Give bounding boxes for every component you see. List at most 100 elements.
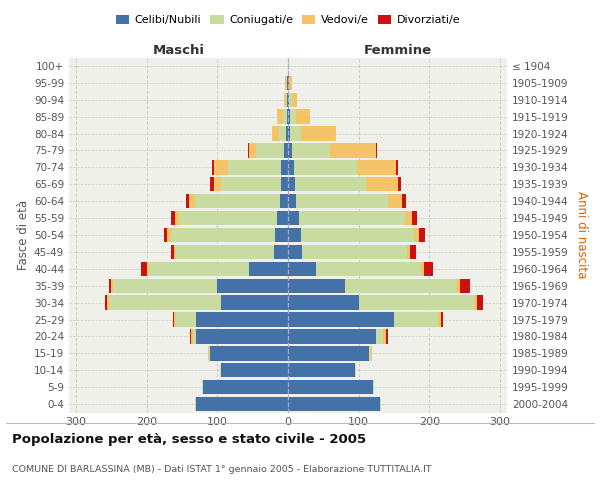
Bar (288, 346, 369, 360)
Bar (167, 228, 171, 242)
Bar (460, 278, 470, 293)
Bar (412, 211, 417, 226)
Bar (178, 211, 277, 226)
Bar (407, 244, 410, 259)
Bar (202, 380, 203, 394)
Bar (196, 397, 288, 411)
Bar (280, 194, 288, 208)
Bar (344, 278, 456, 293)
Bar (210, 346, 288, 360)
Bar (386, 329, 388, 344)
Bar (256, 144, 284, 158)
Bar (292, 144, 331, 158)
Bar (203, 380, 288, 394)
Bar (288, 177, 295, 192)
Bar (288, 312, 394, 326)
Bar (371, 346, 372, 360)
Bar (191, 329, 193, 344)
Bar (287, 110, 288, 124)
Bar (295, 177, 366, 192)
Bar (171, 228, 275, 242)
Bar (419, 228, 425, 242)
Bar (109, 278, 110, 293)
Bar (369, 346, 371, 360)
Bar (316, 262, 421, 276)
Bar (176, 244, 274, 259)
Bar (249, 262, 288, 276)
Bar (189, 194, 195, 208)
Bar (288, 59, 289, 73)
Bar (196, 329, 288, 344)
Bar (272, 126, 279, 141)
Y-axis label: Anni di nascita: Anni di nascita (575, 192, 588, 278)
Bar (357, 160, 396, 174)
Bar (149, 262, 249, 276)
Bar (403, 194, 406, 208)
Bar (249, 144, 256, 158)
Bar (109, 296, 221, 310)
Bar (286, 126, 288, 141)
Bar (394, 312, 439, 326)
Bar (284, 92, 286, 107)
Bar (110, 278, 113, 293)
Bar (195, 194, 280, 208)
Bar (174, 312, 176, 326)
Bar (287, 92, 288, 107)
Bar (175, 211, 179, 226)
Bar (289, 76, 292, 90)
Bar (195, 397, 196, 411)
Bar (301, 228, 414, 242)
Bar (281, 160, 288, 174)
Bar (173, 312, 174, 326)
Bar (388, 194, 403, 208)
Bar (366, 177, 398, 192)
Bar (474, 296, 478, 310)
Bar (214, 177, 221, 192)
Bar (176, 312, 196, 326)
Bar (190, 329, 191, 344)
Bar (288, 144, 292, 158)
Bar (373, 380, 374, 394)
Bar (380, 397, 381, 411)
Bar (221, 177, 281, 192)
Bar (284, 144, 288, 158)
Bar (288, 363, 355, 378)
Bar (288, 244, 302, 259)
Bar (210, 177, 214, 192)
Bar (290, 110, 296, 124)
Bar (220, 363, 221, 378)
Bar (209, 346, 210, 360)
Bar (274, 244, 288, 259)
Bar (196, 312, 288, 326)
Bar (289, 92, 292, 107)
Bar (442, 312, 443, 326)
Bar (217, 278, 288, 293)
Bar (410, 244, 416, 259)
Bar (287, 76, 288, 90)
Bar (398, 177, 401, 192)
Bar (221, 296, 288, 310)
Bar (302, 244, 407, 259)
Bar (301, 126, 336, 141)
Y-axis label: Fasce di età: Fasce di età (17, 200, 30, 270)
Bar (288, 278, 344, 293)
Bar (113, 278, 217, 293)
Bar (285, 76, 287, 90)
Text: Femmine: Femmine (364, 44, 431, 58)
Bar (281, 177, 288, 192)
Bar (208, 346, 209, 360)
Bar (172, 211, 175, 226)
Bar (421, 262, 424, 276)
Bar (355, 363, 356, 378)
Bar (141, 262, 147, 276)
Bar (212, 160, 214, 174)
Bar (331, 144, 376, 158)
Bar (214, 160, 228, 174)
Bar (193, 329, 196, 344)
Bar (376, 329, 383, 344)
Text: Maschi: Maschi (152, 44, 205, 58)
Bar (359, 296, 474, 310)
Bar (147, 262, 149, 276)
Bar (283, 110, 287, 124)
Bar (248, 144, 249, 158)
